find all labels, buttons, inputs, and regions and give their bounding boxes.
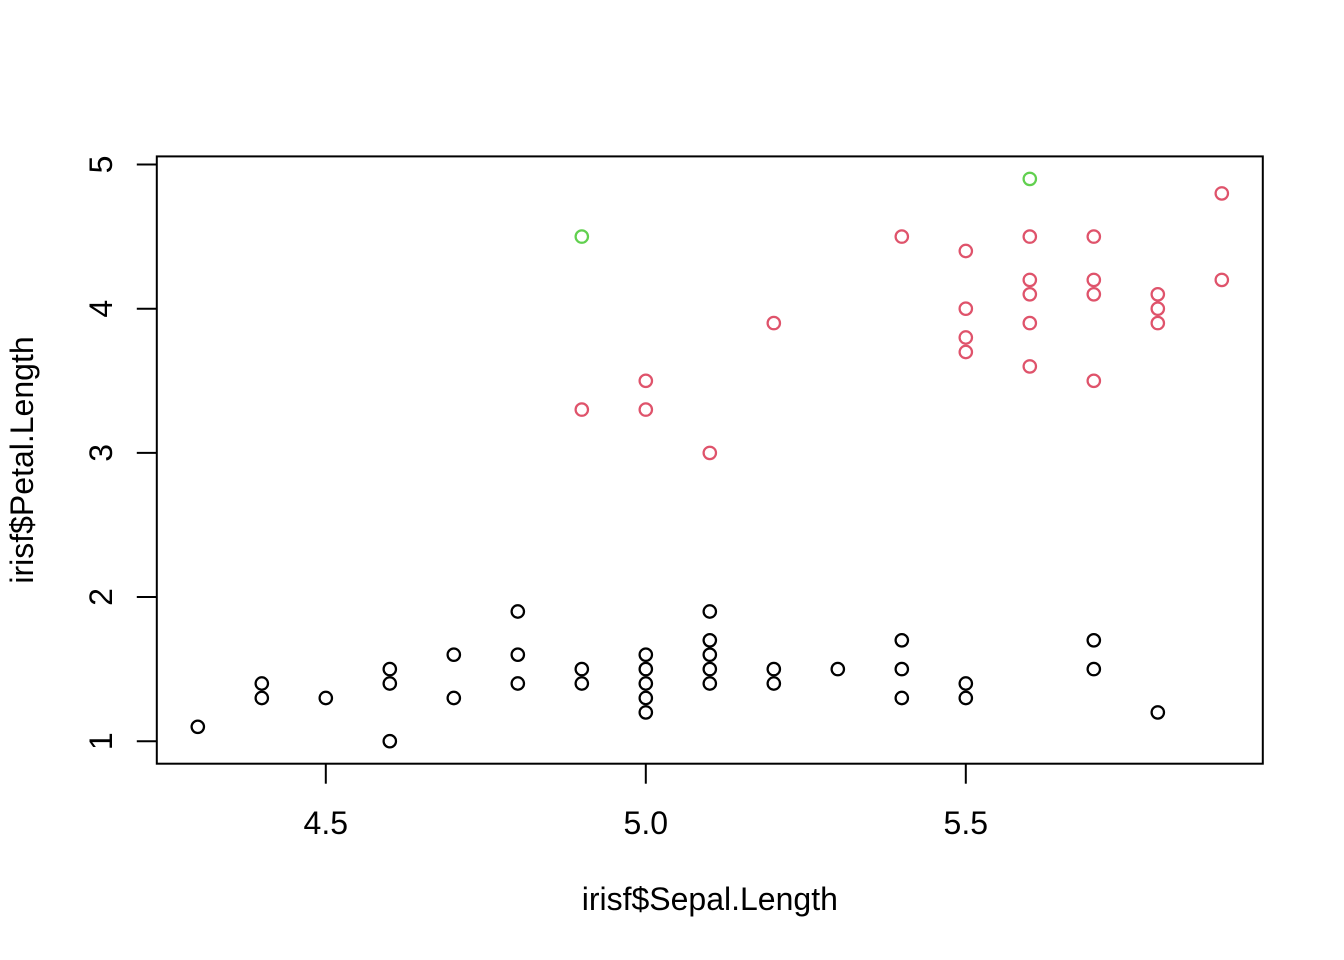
svg-text:irisf$Petal.Length: irisf$Petal.Length: [4, 336, 40, 583]
svg-text:5.0: 5.0: [624, 805, 668, 841]
svg-text:5.5: 5.5: [944, 805, 988, 841]
svg-text:1: 1: [83, 732, 119, 750]
svg-text:4.5: 4.5: [304, 805, 348, 841]
svg-text:5: 5: [83, 156, 119, 174]
svg-text:3: 3: [83, 444, 119, 462]
svg-text:2: 2: [83, 588, 119, 606]
svg-text:4: 4: [83, 300, 119, 318]
svg-text:irisf$Sepal.Length: irisf$Sepal.Length: [582, 881, 838, 917]
